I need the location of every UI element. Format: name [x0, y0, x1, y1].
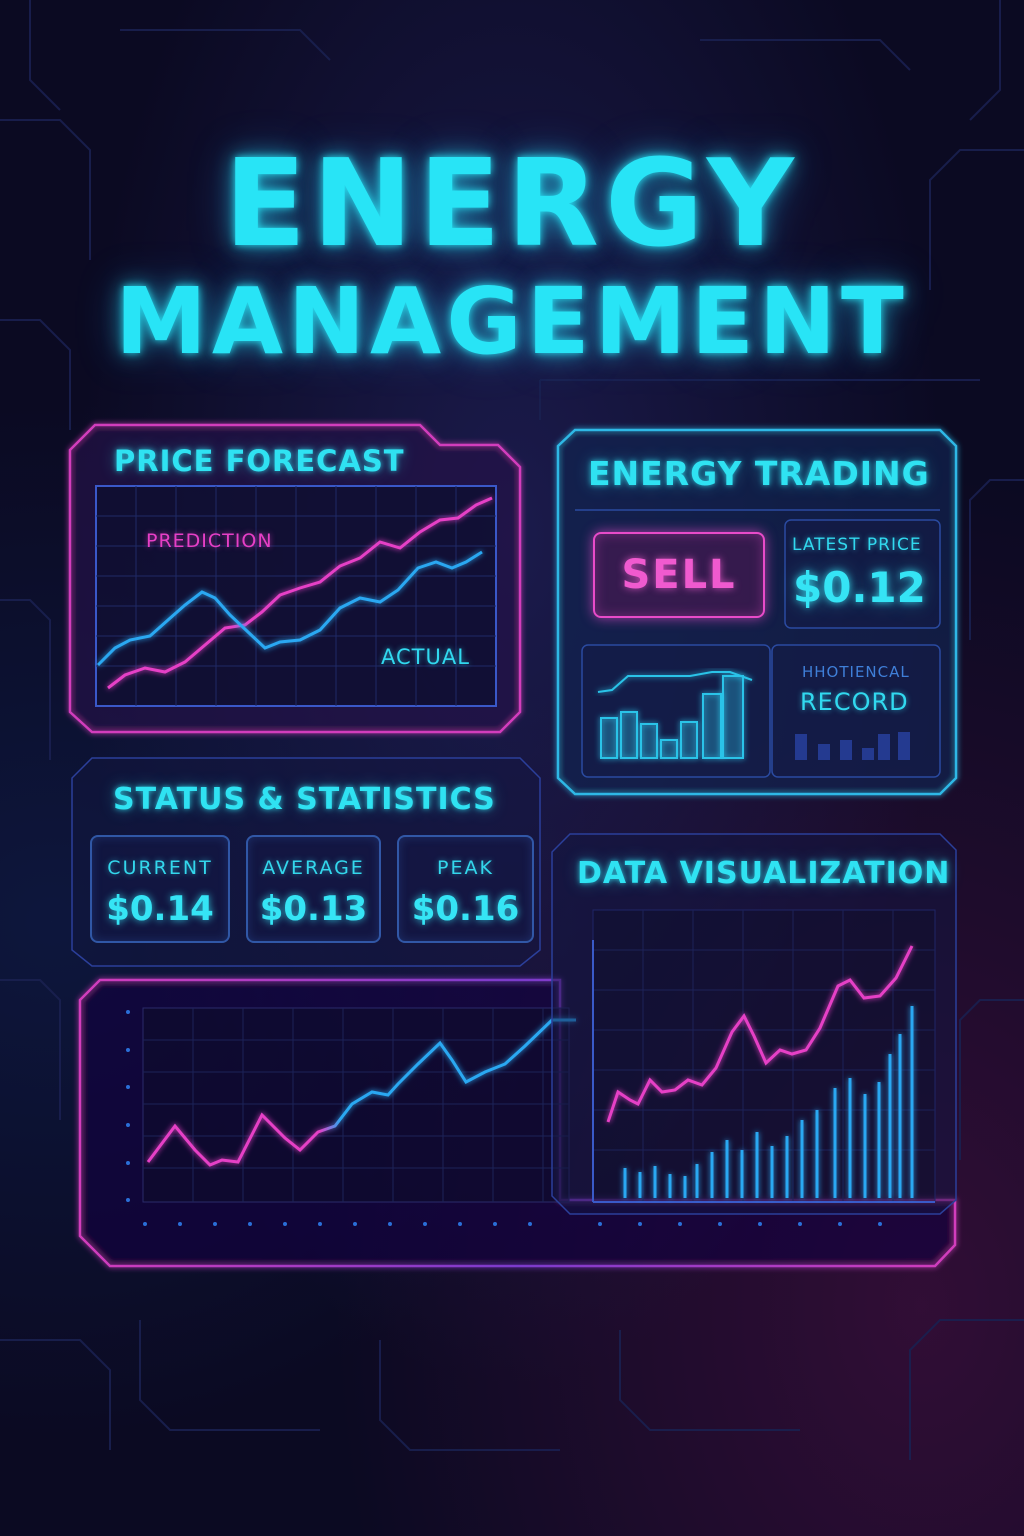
dataviz-bars	[623, 1006, 914, 1198]
bottom-trend-line	[146, 1018, 576, 1167]
circuit-background	[0, 0, 1024, 1460]
trading-mini-bars	[600, 675, 744, 759]
data-visualization-panel	[551, 833, 957, 1215]
bottom-chart-grid	[143, 1008, 569, 1202]
stat-card-value: $0.13	[259, 889, 368, 929]
stat-card-label: PEAK	[437, 857, 494, 879]
dataviz-line	[606, 945, 914, 1123]
data-visualization-title: DATA VISUALIZATION	[577, 856, 951, 891]
actual-legend-label: ACTUAL	[381, 645, 470, 669]
stat-card-label: CURRENT	[107, 857, 213, 879]
stat-card-peak: PEAK $0.16	[397, 835, 534, 943]
latest-price-label: LATEST PRICE	[792, 535, 922, 555]
prediction-legend-label: PREDICTION	[146, 530, 273, 552]
record-bars	[795, 732, 910, 760]
actual-line	[96, 550, 483, 667]
record-label: RECORD	[800, 688, 909, 716]
energy-trading-title: ENERGY TRADING	[588, 454, 930, 493]
status-statistics-title: STATUS & STATISTICS	[113, 782, 496, 817]
historical-label: HHOTIENCAL	[802, 663, 910, 681]
latest-price-value: $0.12	[793, 563, 926, 612]
prediction-line	[107, 496, 493, 690]
stat-card-average: AVERAGE $0.13	[246, 835, 381, 943]
price-forecast-grid	[96, 486, 496, 706]
stat-card-value: $0.16	[411, 889, 520, 929]
bottom-chart-panel	[78, 978, 957, 1268]
sell-button[interactable]: SELL	[593, 532, 765, 618]
price-forecast-title: PRICE FORECAST	[114, 444, 405, 478]
stat-card-value: $0.14	[106, 889, 214, 929]
bottom-axis-dots	[126, 1010, 882, 1226]
page-title-line-2: MANAGEMENT	[115, 268, 909, 375]
stat-card-label: AVERAGE	[262, 857, 365, 879]
page-title-line-1: ENERGY	[224, 135, 800, 274]
price-forecast-panel	[68, 423, 522, 734]
stat-card-current: CURRENT $0.14	[90, 835, 230, 943]
dataviz-grid	[593, 910, 935, 1202]
trading-mini-line	[597, 671, 753, 693]
